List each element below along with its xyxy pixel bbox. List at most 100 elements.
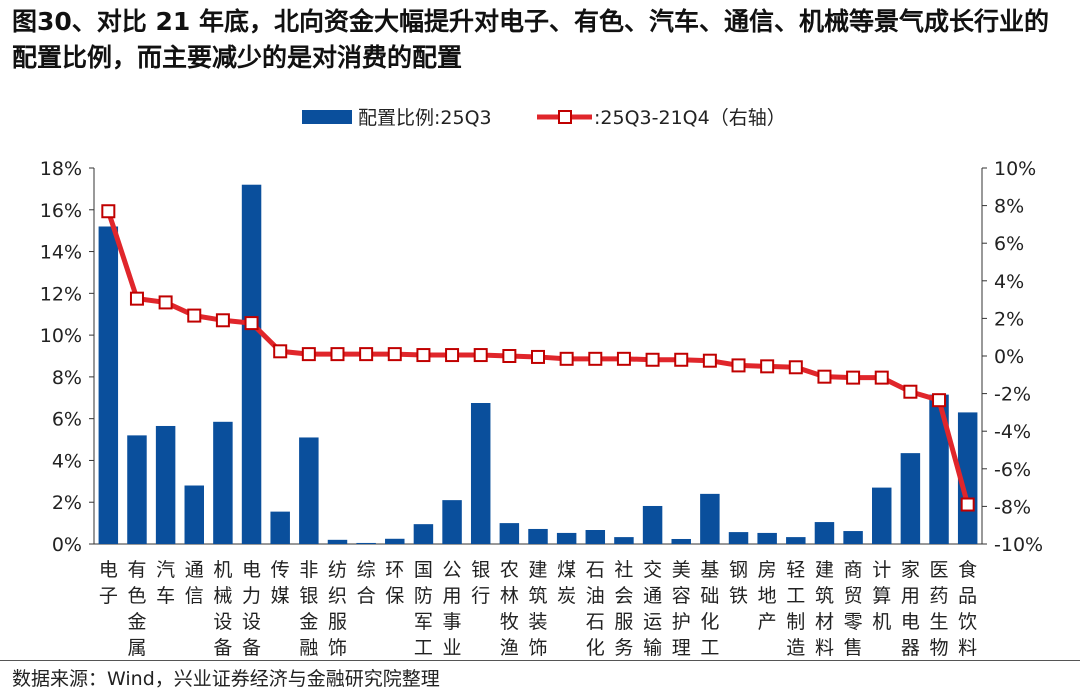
category-label: 建 xyxy=(528,559,547,581)
category-label: 银 xyxy=(471,559,490,581)
category-label: 传 xyxy=(271,559,290,581)
category-label: 信 xyxy=(185,585,204,607)
category-label: 军 xyxy=(414,611,433,633)
line-marker xyxy=(359,347,374,362)
category-label: 地 xyxy=(758,585,777,607)
bar xyxy=(900,453,921,544)
category-label: 煤 xyxy=(557,559,576,581)
category-label: 服 xyxy=(328,611,347,633)
category-label: 牧 xyxy=(500,611,519,633)
right-tick-label: -6% xyxy=(994,459,1031,481)
category-label: 医 xyxy=(930,559,949,581)
legend-bar-swatch xyxy=(302,110,352,124)
category-label: 渔 xyxy=(500,637,519,659)
line-marker xyxy=(101,204,116,219)
category-label: 护 xyxy=(672,611,691,633)
left-tick-label: 16% xyxy=(40,200,82,222)
category-label: 属 xyxy=(127,637,146,659)
category-label: 备 xyxy=(213,637,232,659)
category-label: 制 xyxy=(786,611,805,633)
category-label: 防 xyxy=(414,585,433,607)
bar xyxy=(184,485,204,544)
category-label: 器 xyxy=(901,637,920,659)
right-tick-label: 0% xyxy=(994,346,1024,368)
category-label: 公 xyxy=(443,559,462,581)
line-marker xyxy=(645,352,660,367)
bar xyxy=(98,226,119,544)
category-label: 融 xyxy=(299,637,318,659)
line-marker xyxy=(874,370,889,385)
category-label: 产 xyxy=(758,611,777,633)
line-marker xyxy=(702,353,717,368)
line-marker xyxy=(387,347,402,362)
category-label: 有 xyxy=(127,559,146,581)
category-label: 设 xyxy=(213,611,232,633)
bar xyxy=(413,524,434,544)
source-note: 数据来源：Wind，兴业证券经济与金融研究院整理 xyxy=(12,668,440,690)
category-label: 务 xyxy=(614,637,633,659)
category-label: 工 xyxy=(414,637,433,659)
category-label: 筑 xyxy=(528,585,547,607)
line-marker xyxy=(588,351,603,366)
category-label: 通 xyxy=(643,585,662,607)
bar xyxy=(442,500,462,544)
bar xyxy=(786,537,806,544)
right-tick-label: -10% xyxy=(994,534,1043,556)
category-label: 备 xyxy=(242,637,261,659)
line-marker xyxy=(273,344,288,359)
right-tick-label: 2% xyxy=(994,308,1024,330)
category-label: 贸 xyxy=(844,585,863,607)
category-label: 力 xyxy=(242,585,261,607)
category-label: 媒 xyxy=(271,585,290,607)
line-marker xyxy=(445,348,460,363)
line-marker xyxy=(158,295,173,310)
category-label: 品 xyxy=(958,585,977,607)
category-label: 石 xyxy=(586,611,605,633)
line-marker xyxy=(616,351,631,366)
bar xyxy=(556,532,577,544)
bar xyxy=(728,532,749,544)
line-marker xyxy=(559,351,574,366)
left-tick-label: 10% xyxy=(40,325,82,347)
category-label: 合 xyxy=(357,585,376,607)
left-tick-label: 8% xyxy=(52,367,82,389)
line-marker xyxy=(731,358,746,373)
figure-title: 图30、对比 21 年底，北向资金大幅提升对电子、有色、汽车、通信、机械等景气成… xyxy=(12,7,1049,72)
line-marker xyxy=(129,291,144,306)
bar xyxy=(356,542,376,544)
category-label: 料 xyxy=(815,637,834,659)
bar xyxy=(327,539,348,544)
legend-line-label: :25Q3-21Q4（右轴） xyxy=(594,107,786,129)
line-marker xyxy=(788,360,803,375)
category-label: 算 xyxy=(872,585,891,607)
line-marker xyxy=(215,313,230,328)
bar xyxy=(700,493,720,544)
category-label: 行 xyxy=(471,585,490,607)
category-label: 零 xyxy=(844,611,863,633)
left-tick-label: 12% xyxy=(40,283,82,305)
category-label: 纺 xyxy=(328,559,347,581)
category-label: 械 xyxy=(213,585,232,607)
line-marker xyxy=(932,393,947,408)
line-marker xyxy=(960,497,975,512)
category-label: 银 xyxy=(299,585,318,607)
category-label: 运 xyxy=(643,611,662,633)
line-marker xyxy=(817,369,832,384)
category-label: 农 xyxy=(500,559,519,581)
bar xyxy=(872,487,892,544)
category-label: 售 xyxy=(844,637,863,659)
combo-chart: 0% 2% 4% 6% 8% 10% 12% 14% 16% 18% -10% -8% -6% -4% -2… xyxy=(40,107,1043,659)
bar xyxy=(614,537,634,544)
category-label: 饮 xyxy=(958,611,977,633)
legend-bar-label: 配置比例:25Q3 xyxy=(358,107,492,129)
right-tick-label: 4% xyxy=(994,271,1024,293)
line-marker xyxy=(330,347,345,362)
category-label: 会 xyxy=(614,585,633,607)
right-tick-label: -4% xyxy=(994,421,1031,443)
category-label: 石 xyxy=(586,559,605,581)
bar xyxy=(155,425,176,544)
category-label: 业 xyxy=(443,637,462,659)
line-marker xyxy=(502,349,517,363)
bar xyxy=(270,511,290,544)
bar xyxy=(814,522,835,544)
